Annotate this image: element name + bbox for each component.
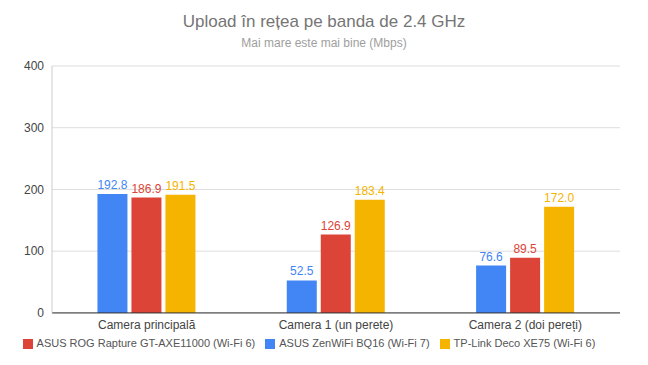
svg-text:89.5: 89.5: [513, 242, 537, 256]
svg-text:126.9: 126.9: [321, 219, 351, 233]
svg-text:200: 200: [24, 183, 44, 197]
svg-text:400: 400: [24, 59, 44, 73]
html-text:Upload în rețea pe banda de 2.: Upload în rețea pe banda de 2.4 GHz: [182, 12, 466, 31]
svg-text:300: 300: [24, 121, 44, 135]
svg-text:Camera 1 (un perete): Camera 1 (un perete): [279, 318, 394, 332]
svg-text:76.6: 76.6: [479, 250, 503, 264]
svg-text:186.9: 186.9: [131, 182, 161, 196]
svg-text:172.0: 172.0: [544, 191, 574, 205]
svg-text:Camera principală: Camera principală: [98, 318, 196, 332]
svg-text:192.8: 192.8: [97, 178, 127, 192]
svg-text:0: 0: [37, 306, 44, 320]
svg-text:183.4: 183.4: [355, 184, 385, 198]
svg-text:52.5: 52.5: [290, 264, 314, 278]
svg-text:100: 100: [24, 244, 44, 258]
svg-text:191.5: 191.5: [165, 179, 195, 193]
svg-text:Camera 2 (doi pereți): Camera 2 (doi pereți): [469, 318, 582, 332]
html-text:ASUS ZenWiFi BQ16 (Wi-Fi 7): ASUS ZenWiFi BQ16 (Wi-Fi 7): [279, 336, 430, 349]
html-text:TP-Link Deco XE75 (Wi-Fi 6): TP-Link Deco XE75 (Wi-Fi 6): [453, 336, 596, 349]
html-text:Mai mare este mai bine (Mbps): Mai mare este mai bine (Mbps): [241, 36, 407, 50]
html-text:ASUS ROG Rapture GT-AXE11000 (: ASUS ROG Rapture GT-AXE11000 (Wi-Fi 6): [36, 336, 256, 349]
